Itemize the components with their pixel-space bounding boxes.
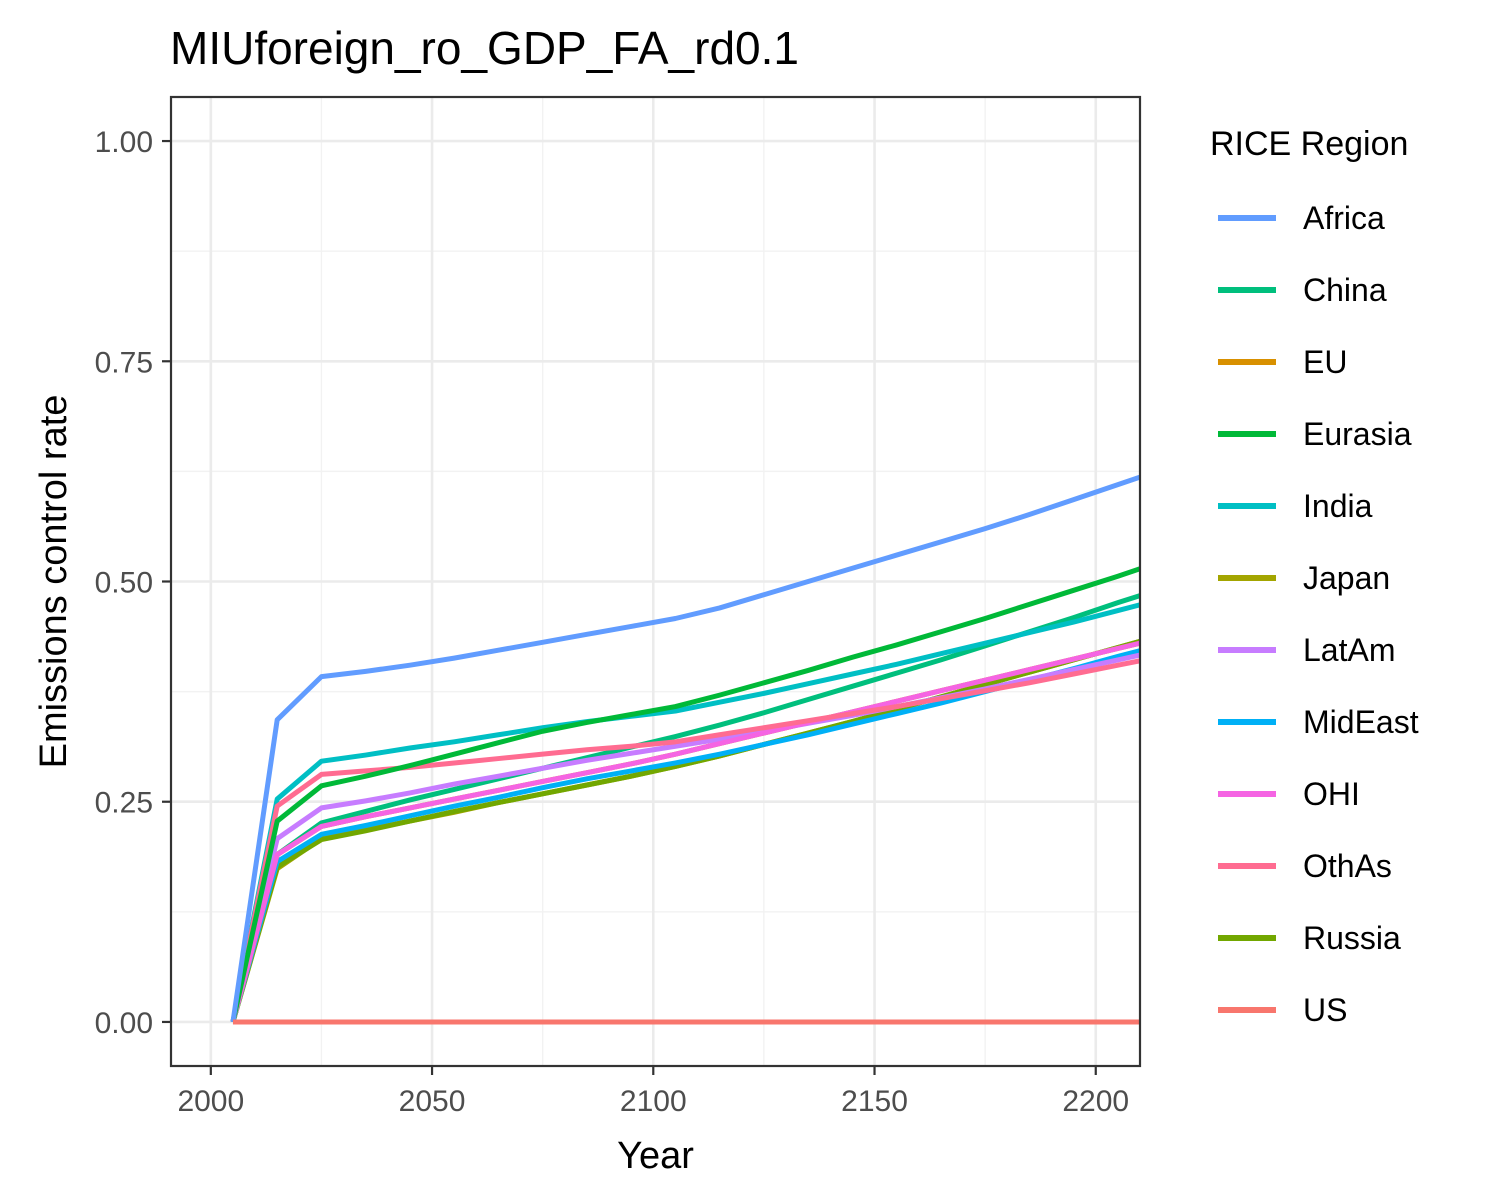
legend-item-us: US	[1218, 992, 1347, 1028]
chart-title: MIUforeign_ro_GDP_FA_rd0.1	[170, 22, 799, 74]
x-axis-title: Year	[617, 1135, 694, 1177]
x-tick-label: 2050	[399, 1085, 466, 1118]
x-tick-label: 2100	[620, 1085, 687, 1118]
series-line-latam	[230, 652, 1140, 1023]
y-axis-title: Emissions control rate	[33, 395, 75, 769]
legend-label-latam: LatAm	[1303, 632, 1395, 668]
legend: RICE Region Africa China EU Eurasia India Jap…	[1210, 125, 1419, 1028]
legend-label-eurasia: Eurasia	[1303, 416, 1412, 452]
legend-item-india: India	[1218, 488, 1373, 524]
legend-item-africa: Africa	[1218, 200, 1385, 236]
series-lines	[230, 474, 1140, 1025]
series-line-india	[230, 602, 1140, 1023]
legend-label-africa: Africa	[1303, 200, 1385, 236]
series-line-china	[230, 592, 1140, 1023]
series-line-ohi	[230, 640, 1140, 1023]
legend-label-ohi: OHI	[1303, 776, 1360, 812]
y-tick-label: 0.75	[95, 346, 153, 379]
legend-item-china: China	[1218, 272, 1387, 308]
legend-label-russia: Russia	[1303, 920, 1401, 956]
legend-label-china: China	[1303, 272, 1387, 308]
legend-item-eurasia: Eurasia	[1218, 416, 1412, 452]
legend-title: RICE Region	[1210, 125, 1408, 163]
series-line-africa	[230, 474, 1140, 1023]
axes: 2000 2050 2100 2150 2200 0.00 0.25 0.50 0.75 1.00	[95, 126, 1130, 1118]
series-line-eurasia	[230, 566, 1140, 1023]
legend-item-japan: Japan	[1218, 560, 1390, 596]
legend-item-mideast: MidEast	[1218, 704, 1419, 740]
x-tick-label: 2200	[1062, 1085, 1129, 1118]
legend-label-eu: EU	[1303, 344, 1347, 380]
legend-label-japan: Japan	[1303, 560, 1390, 596]
legend-label-mideast: MidEast	[1303, 704, 1419, 740]
legend-items: Africa China EU Eurasia India Japan LatAm MidEa…	[1218, 200, 1419, 1028]
x-tick-label: 2000	[177, 1085, 244, 1118]
y-tick-label: 0.00	[95, 1007, 153, 1040]
legend-item-latam: LatAm	[1218, 632, 1395, 668]
legend-label-india: India	[1303, 488, 1373, 524]
legend-label-us: US	[1303, 992, 1347, 1028]
grid	[171, 97, 1140, 1066]
x-tick-label: 2150	[841, 1085, 908, 1118]
legend-item-eu: EU	[1218, 344, 1347, 380]
y-tick-label: 0.25	[95, 787, 153, 820]
legend-label-othas: OthAs	[1303, 848, 1392, 884]
y-tick-label: 0.50	[95, 567, 153, 600]
legend-item-russia: Russia	[1218, 920, 1401, 956]
series-line-russia	[230, 638, 1140, 1023]
legend-item-ohi: OHI	[1218, 776, 1360, 812]
series-line-othas	[230, 658, 1140, 1023]
y-tick-label: 1.00	[95, 126, 153, 159]
legend-item-othas: OthAs	[1218, 848, 1392, 884]
